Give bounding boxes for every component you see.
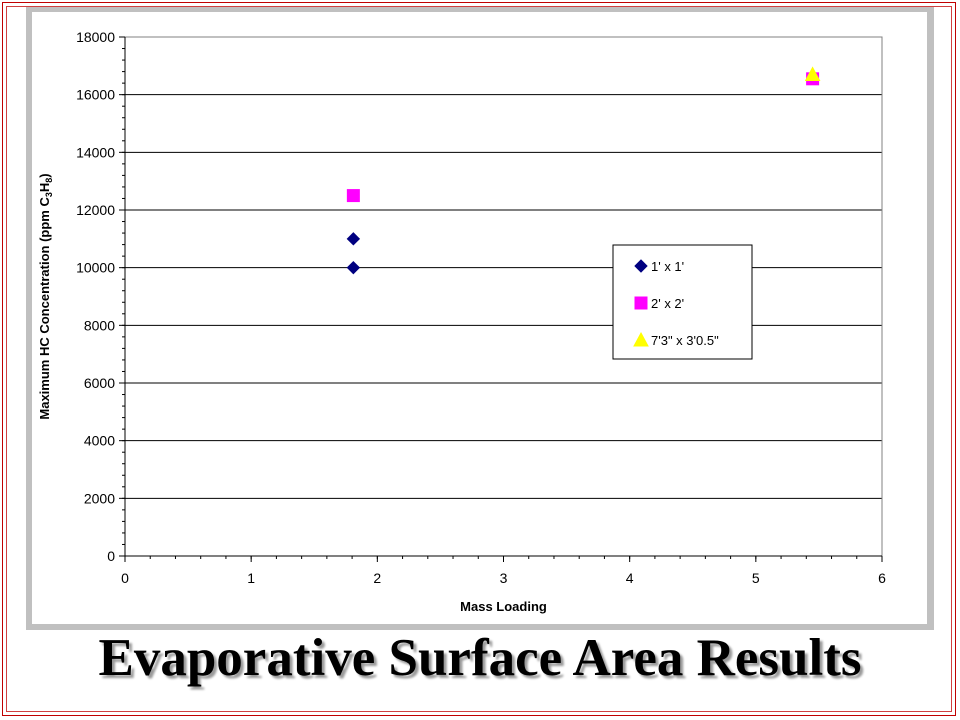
legend-label-series1: 1' x 1' <box>651 259 684 274</box>
x-tick-label: 5 <box>752 570 760 586</box>
legend-swatch-series3 <box>633 331 649 347</box>
x-tick-label: 0 <box>121 570 129 586</box>
chart-area <box>32 12 927 624</box>
y-tick-label: 16000 <box>76 87 115 103</box>
y-axis-title: Maximum HC Concentration (ppm C3H8) <box>37 173 54 419</box>
y-tick-label: 8000 <box>84 317 115 333</box>
legend: 1' x 1' 2' x 2' 7'3" x 3'0.5" <box>612 244 753 360</box>
axes <box>119 36 883 562</box>
x-axis-title: Mass Loading <box>460 599 547 614</box>
chart-frame <box>26 7 934 630</box>
y-tick-label: 14000 <box>76 144 115 160</box>
y-tick-label: 10000 <box>76 260 115 276</box>
plot-area-border <box>124 36 883 557</box>
y-tick-label: 2000 <box>84 490 115 506</box>
y-tick-label: 6000 <box>84 375 115 391</box>
legend-label-series2: 2' x 2' <box>651 296 684 311</box>
legend-swatch-series2 <box>634 296 648 310</box>
y-tick-label: 4000 <box>84 433 115 449</box>
x-tick-label: 6 <box>878 570 886 586</box>
series1-point <box>346 260 361 275</box>
y-tick-label: 12000 <box>76 202 115 218</box>
slide-border-inner <box>6 6 952 712</box>
x-tick-label: 3 <box>500 570 508 586</box>
x-tick-label: 4 <box>626 570 634 586</box>
data-points <box>346 66 821 275</box>
x-tick-label: 1 <box>247 570 255 586</box>
series1-point <box>346 232 361 246</box>
slide-title: Evaporative Surface Area Results <box>98 629 862 687</box>
y-tick-label: 0 <box>107 548 115 564</box>
x-tick-label: 2 <box>373 570 381 586</box>
legend-swatch-series1 <box>634 259 648 273</box>
gridlines <box>125 36 882 499</box>
series2-point <box>346 189 360 203</box>
tick-labels: 0 2000 4000 6000 8000 10000 12000 14000 16000 180… <box>76 29 886 586</box>
series3-point <box>804 66 821 81</box>
legend-label-series3: 7'3" x 3'0.5" <box>651 333 719 348</box>
y-tick-label: 18000 <box>76 29 115 45</box>
